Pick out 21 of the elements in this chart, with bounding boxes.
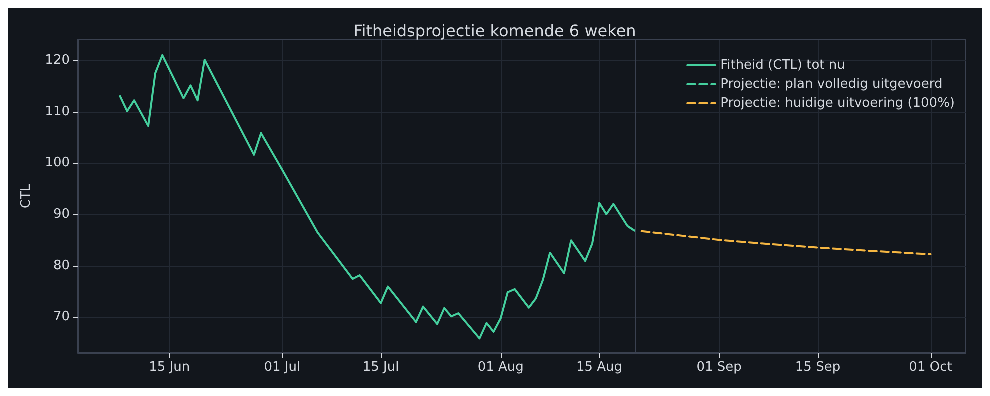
legend-label: Projectie: huidige uitvoering (100%) [720, 96, 956, 111]
y-tick-label: 70 [53, 310, 70, 325]
x-tick-label: 01 Jul [264, 360, 301, 375]
chart-title: Fitheidsprojectie komende 6 weken [354, 22, 636, 40]
x-tick-label: 15 Aug [576, 360, 623, 375]
line-series [119, 54, 636, 340]
legend-label: Projectie: plan volledig uitgevoerd [720, 77, 943, 92]
x-tick-label: 15 Sep [795, 360, 841, 375]
x-tick-label: 01 Aug [478, 360, 524, 375]
y-axis-title: CTL [19, 184, 34, 209]
line-series [640, 230, 932, 256]
y-tick-label: 80 [53, 258, 70, 274]
x-tick-label: 01 Sep [696, 360, 742, 375]
y-tick-label: 90 [53, 206, 70, 222]
legend-label: Fitheid (CTL) tot nu [720, 58, 846, 73]
y-tick-label: 110 [45, 104, 70, 120]
x-tick-label: 01 Oct [909, 360, 952, 375]
x-tick-label: 15 Jul [362, 360, 400, 375]
y-tick-label: 100 [45, 156, 70, 171]
x-tick-label: 15 Jun [149, 360, 190, 375]
y-tick-label: 120 [45, 53, 70, 68]
